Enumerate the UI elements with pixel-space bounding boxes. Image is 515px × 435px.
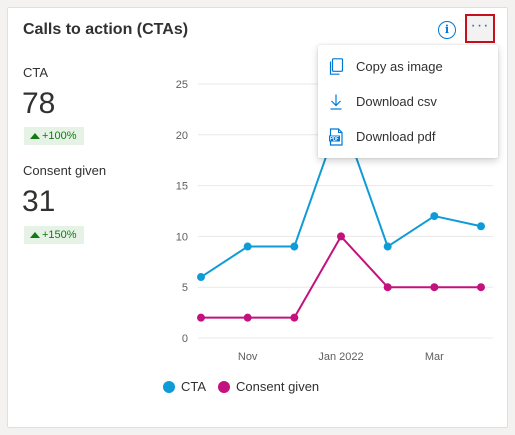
trend-up-icon (30, 232, 40, 238)
more-options-menu: Copy as image Download csv Download pdf (318, 45, 498, 158)
pdf-icon (329, 127, 343, 146)
data-point-cta (430, 212, 439, 221)
legend-swatch-consent (218, 380, 231, 393)
x-tick-label: Mar (425, 351, 444, 363)
data-point-consent (337, 232, 345, 241)
y-tick-label: 25 (176, 79, 188, 91)
trend-up-icon (30, 133, 40, 139)
chart-legend: CTA Consent given (163, 379, 331, 394)
data-point-consent (243, 313, 252, 322)
data-point-cta (477, 222, 485, 231)
info-icon[interactable]: i (438, 21, 456, 39)
data-point-cta (383, 242, 392, 251)
ctas-card: Calls to action (CTAs) i ··· CTA 78 +100… (7, 7, 508, 428)
kpi-consent-change: +150% (42, 229, 77, 241)
kpi-cta-value: 78 (22, 87, 56, 120)
y-tick-label: 20 (176, 130, 188, 142)
x-tick-label: Jan 2022 (318, 351, 363, 363)
data-point-consent (197, 313, 205, 322)
legend-item-consent[interactable]: Consent given (218, 379, 319, 394)
y-tick-label: 15 (176, 181, 188, 193)
legend-label-consent: Consent given (236, 379, 320, 394)
data-point-consent (290, 313, 299, 322)
card-title: Calls to action (CTAs) (23, 21, 189, 38)
download-icon (330, 94, 342, 110)
data-point-consent (383, 283, 392, 292)
legend-label-cta: CTA (181, 379, 207, 394)
data-point-consent (477, 283, 485, 292)
kpi-cta-change-badge: +100% (24, 127, 84, 145)
legend-swatch-cta (163, 380, 175, 393)
data-point-cta (290, 242, 299, 251)
menu-item-copy-as-image[interactable]: Copy as image (318, 49, 498, 84)
menu-item-label: Download pdf (356, 129, 436, 144)
menu-item-label: Download csv (356, 94, 437, 109)
kpi-consent-value: 31 (22, 185, 56, 218)
data-point-consent (430, 283, 439, 292)
y-tick-label: 5 (182, 282, 188, 294)
menu-item-label: Copy as image (356, 59, 443, 74)
y-tick-label: 0 (182, 333, 188, 345)
kpi-cta-change: +100% (42, 130, 77, 142)
x-tick-label: Nov (238, 351, 258, 363)
kpi-consent-change-badge: +150% (24, 226, 84, 244)
data-point-cta (197, 273, 205, 282)
data-point-cta (243, 242, 252, 251)
kpi-consent-label: Consent given (23, 163, 107, 178)
more-options-button[interactable]: ··· (465, 14, 495, 43)
y-tick-label: 10 (176, 231, 188, 243)
legend-item-cta[interactable]: CTA (163, 379, 206, 394)
menu-item-download-pdf[interactable]: Download pdf (318, 119, 498, 154)
menu-item-download-csv[interactable]: Download csv (318, 84, 498, 119)
kpi-cta-label: CTA (23, 65, 49, 80)
copy-icon (329, 57, 344, 75)
